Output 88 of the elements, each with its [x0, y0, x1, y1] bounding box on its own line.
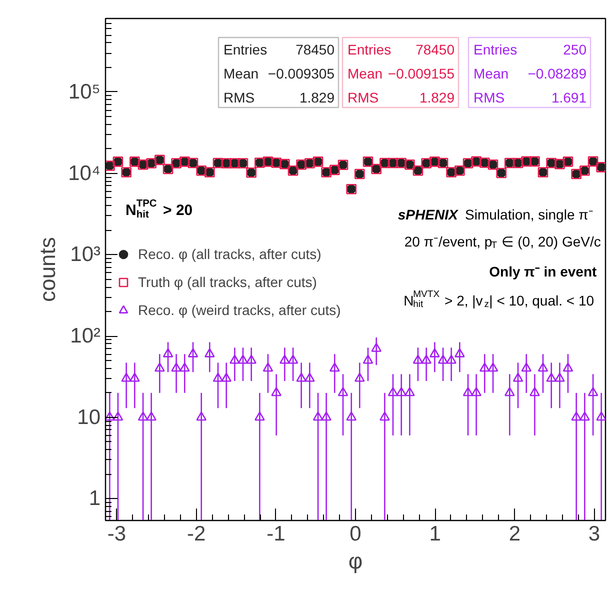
- annotation: Mean −0.009155: [348, 66, 455, 82]
- point: [512, 372, 524, 382]
- text: Entries 78450: [224, 42, 335, 58]
- text: RMS 1.829: [224, 90, 335, 106]
- point: [204, 348, 215, 358]
- point: [171, 362, 182, 372]
- point: [138, 412, 148, 421]
- point: [488, 362, 498, 372]
- point: [504, 387, 515, 396]
- point: [404, 387, 415, 396]
- x-tick-label: -1: [266, 522, 286, 546]
- point: [304, 372, 315, 382]
- point: [471, 387, 482, 396]
- point: [588, 387, 598, 396]
- point: [521, 362, 532, 372]
- point: [106, 412, 115, 421]
- x-tick-label: -3: [107, 522, 126, 546]
- x-tick-label: 1: [429, 522, 441, 546]
- point: [188, 348, 198, 358]
- text: RMS 1.691: [474, 90, 587, 106]
- annotation: sPHENIX Simulation, single π⁻: [398, 206, 594, 222]
- point: [238, 354, 248, 364]
- point: [480, 362, 490, 372]
- y-tick-label: 10³: [70, 243, 101, 266]
- point: [346, 412, 357, 421]
- x-tick-label: 0: [350, 522, 362, 546]
- point: [162, 348, 174, 358]
- legend-label: Reco. φ (weird tracks, after cuts): [138, 302, 341, 318]
- annotation: Only π⁻ in event: [489, 264, 597, 280]
- point: [296, 372, 306, 382]
- point: [530, 387, 540, 396]
- point: [262, 362, 274, 372]
- point: [121, 372, 132, 382]
- point: [180, 362, 190, 372]
- text: Mean −0.08289: [474, 66, 587, 82]
- y-tick-label: 10: [77, 406, 100, 429]
- point: [412, 354, 424, 364]
- point: [538, 362, 548, 372]
- point: [388, 387, 398, 396]
- text: Entries 250: [474, 42, 586, 58]
- point: [212, 372, 224, 382]
- point: [354, 372, 365, 382]
- point: [554, 372, 565, 382]
- point: [271, 387, 282, 396]
- point: [580, 412, 590, 421]
- x-tick-label: 3: [588, 522, 600, 546]
- point: [130, 372, 140, 382]
- point: [312, 412, 324, 421]
- point: [196, 412, 207, 421]
- point: [380, 412, 390, 421]
- point: [546, 372, 556, 382]
- point: [338, 387, 348, 396]
- y-tick-label: 10⁵: [68, 80, 101, 104]
- point: [562, 362, 574, 372]
- text: RMS 1.829: [348, 90, 455, 106]
- point: [454, 348, 465, 358]
- y-axis-title: counts: [35, 237, 60, 302]
- point: [230, 354, 240, 364]
- point: [571, 412, 582, 421]
- point: [321, 412, 332, 421]
- point: [396, 387, 406, 396]
- point: [421, 354, 432, 364]
- point: [438, 354, 448, 364]
- point: [280, 354, 290, 364]
- point: [430, 348, 440, 358]
- annotation: Mean −0.009305: [224, 66, 335, 82]
- point: [371, 342, 382, 352]
- point: [288, 354, 298, 364]
- x-axis-title: φ: [348, 548, 363, 574]
- point: [246, 354, 256, 364]
- legend-label: Reco. φ (all tracks, after cuts): [138, 246, 322, 262]
- legend-label: Truth φ (all tracks, after cuts): [138, 274, 317, 290]
- x-tick-label: -2: [187, 522, 206, 546]
- point: [154, 362, 165, 372]
- y-tick-label: 10⁴: [68, 162, 101, 185]
- point: [254, 412, 265, 421]
- point: [462, 387, 474, 396]
- point: [221, 372, 232, 382]
- x-tick-label: 2: [508, 522, 520, 546]
- y-tick-label: 10²: [70, 324, 101, 348]
- point: [112, 412, 124, 421]
- text: Entries 78450: [348, 42, 455, 58]
- point: [330, 362, 340, 372]
- point: [146, 412, 156, 421]
- point: [362, 354, 374, 364]
- y-tick-label: 1: [88, 487, 101, 510]
- point: [446, 354, 456, 364]
- point: [596, 412, 606, 421]
